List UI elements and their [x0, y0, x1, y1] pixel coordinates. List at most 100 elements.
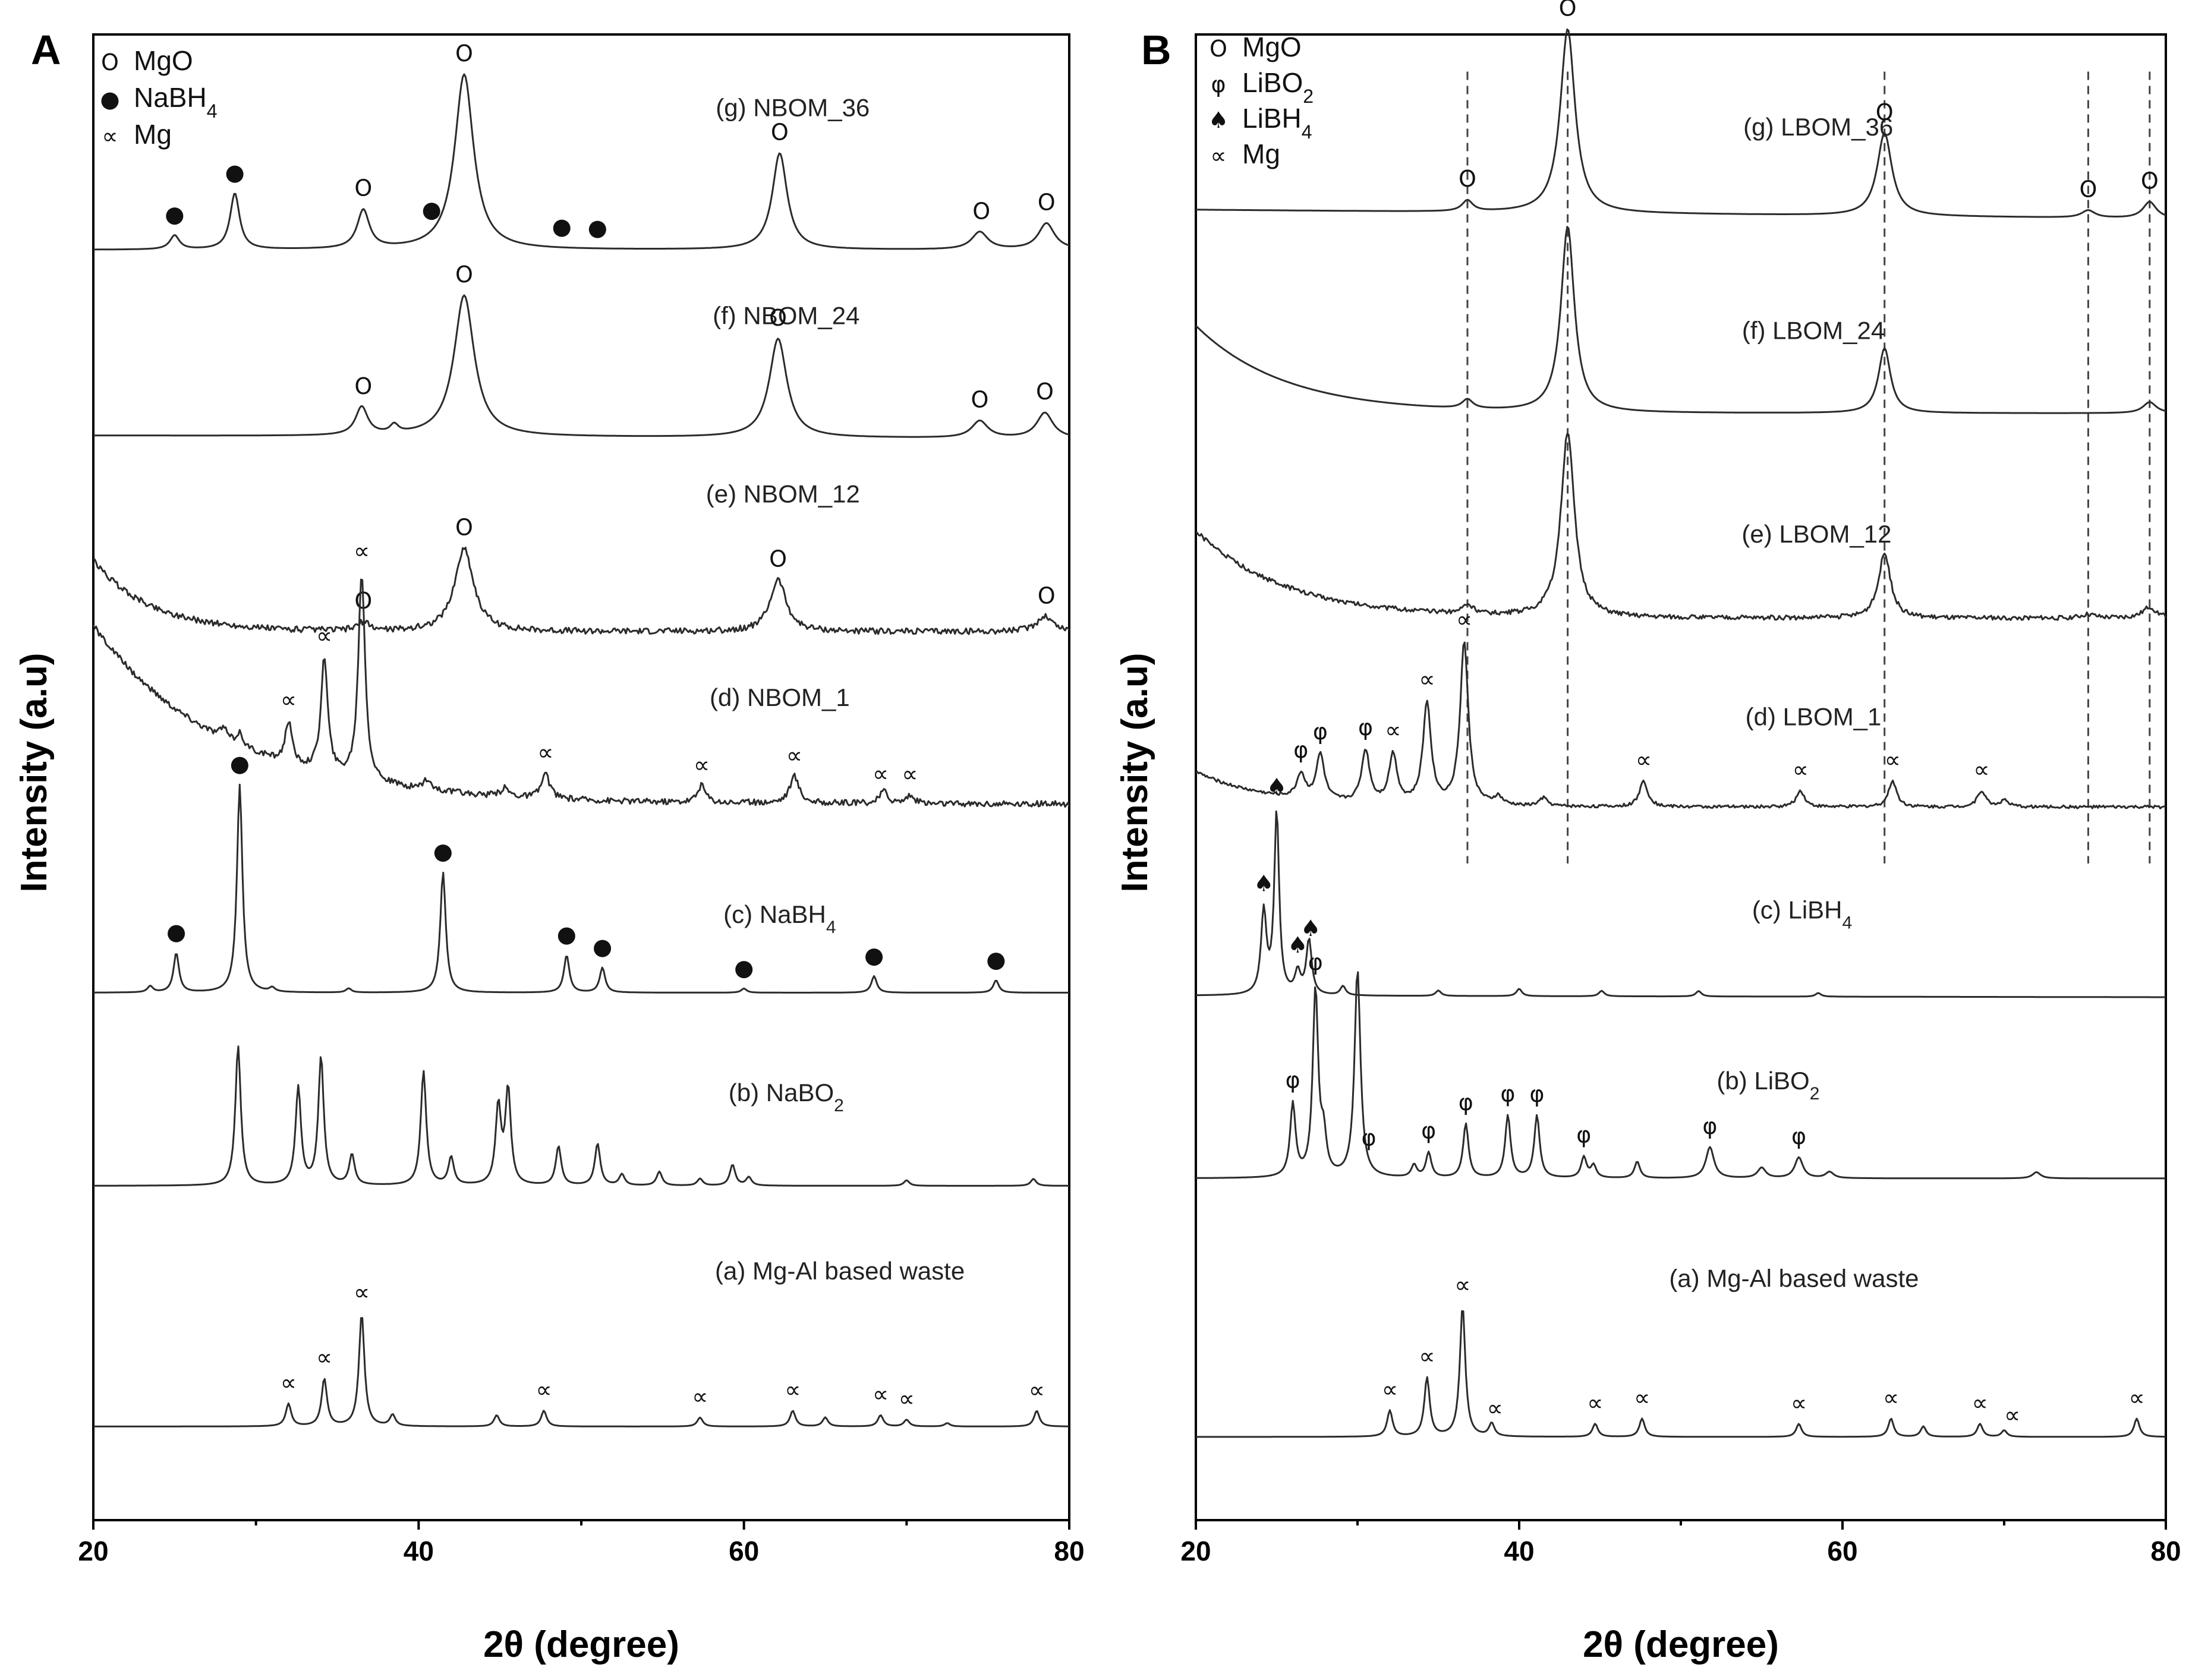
panel-b-libo2-phase-marker: φ [1358, 714, 1373, 740]
panel-b-libo2-phase-marker: φ [1576, 1122, 1591, 1148]
panel-a-mg-phase-marker: ∝ [354, 538, 370, 564]
panel-b-libo2-phase-marker: φ [1308, 949, 1323, 975]
panel-b-mg-phase-marker: ∝ [1419, 666, 1435, 692]
panel-a-trace-label: (b) NaBO2 [729, 1079, 844, 1115]
panel-b-trace-label: (f) LBOM_24 [1742, 317, 1885, 345]
panel-a-nabh4-phase-marker: ● [165, 201, 184, 227]
panel-b-xrd-trace [1195, 226, 2166, 414]
panel-a-y-axis-title: Intensity (a.u) [14, 653, 55, 892]
panel-b-xrd-trace [1196, 1310, 2166, 1438]
panel-a-x-tick-label: 80 [1054, 1536, 1084, 1566]
panel-b-mgo-phase-marker: O [2141, 168, 2159, 194]
panel-b-libo2-phase-marker: φ [1459, 1089, 1473, 1115]
panel-a-mg-phase-marker: ∝ [316, 623, 332, 649]
panel-b-mg-phase-marker: ∝ [1587, 1390, 1603, 1416]
panel-b-libo2-phase-marker: φ [1313, 718, 1328, 745]
panel-a-mg-phase-marker: ∝ [899, 1386, 915, 1412]
panel-a-trace-label: (d) NBOM_1 [710, 683, 850, 711]
panel-a-nabh4-phase-marker: ● [986, 946, 1006, 972]
panel-b-legend-mgo-symbol: O [1210, 36, 1227, 62]
panel-b-trace-label: (b) LiBO2 [1716, 1067, 1819, 1104]
panel-b-libh4-phase-marker: ♠ [1287, 932, 1308, 958]
panel-b-mg-phase-marker: ∝ [1636, 746, 1652, 773]
panel-a-mg-phase-marker: ∝ [281, 686, 297, 713]
panel-b-trace-label: (e) LBOM_12 [1741, 520, 1891, 548]
panel-a-mg-phase-marker: ∝ [873, 761, 889, 787]
panel-a-xrd-trace [93, 294, 1070, 438]
panel-a-mgo-phase-marker: O [769, 546, 787, 572]
panel-a-legend-mgo-label: MgO [134, 45, 193, 76]
panel-a-trace-label: (g) NBOM_36 [716, 94, 870, 122]
panel-b-mg-phase-marker: ∝ [2128, 1385, 2144, 1411]
panel-b-mg-phase-marker: ∝ [1385, 717, 1401, 743]
panel-b-libo2-phase-marker: φ [1293, 737, 1308, 763]
panel-a-xrd-trace [93, 547, 1070, 635]
panel-a-xrd-trace [93, 1045, 1069, 1187]
panel-a-nabh4-phase-marker: ● [734, 954, 754, 981]
panel-a-trace-label: (a) Mg-Al based waste [715, 1257, 965, 1285]
panel-a-nabh4-phase-marker: ● [422, 196, 442, 222]
panel-a-mgo-phase-marker: O [1038, 189, 1056, 215]
panel-b-libo2-phase-marker: φ [1421, 1118, 1436, 1144]
panel-a-trace-label: (c) NaBH4 [723, 900, 836, 937]
panel-a-mg-phase-marker: ∝ [786, 742, 802, 768]
panel-a-legend-mg-label: Mg [134, 119, 172, 150]
panel-b-plot-frame [1195, 33, 2167, 1521]
panel-a-mgo-phase-marker: O [769, 305, 787, 331]
panel-a-nabh4-phase-marker: ● [552, 213, 572, 239]
panel-a-legend-nabh4-symbol: ● [100, 86, 119, 112]
panel-a-mg-phase-marker: ∝ [316, 1344, 332, 1370]
panel-b-libo2-phase-marker: φ [1286, 1067, 1300, 1093]
panel-b-libh4-phase-marker: ♠ [1267, 773, 1287, 799]
panel-b-legend-mg-symbol: ∝ [1210, 143, 1226, 169]
panel-b-legend-libo2-symbol: φ [1211, 71, 1226, 97]
panel-a-xrd-trace [93, 1317, 1069, 1427]
panel-b-xrd-trace [1196, 28, 2166, 218]
panel-b-legend-libo2-label: LiBO2 [1242, 67, 1314, 107]
panel-a-series-group: 20 40 60 80(g) NBOM_36●●O●O● ●OO O(f) NBOM_24… [78, 40, 1084, 1566]
panel-b-libh4-phase-marker: ♠ [1300, 915, 1321, 941]
panel-b-x-tick-label: 20 [1180, 1536, 1211, 1566]
panel-b-legend-mg-label: Mg [1242, 138, 1280, 169]
panel-a-legend-mgo-symbol: O [101, 49, 119, 75]
panel-b-trace-label: (d) LBOM_1 [1746, 703, 1882, 731]
panel-a-x-tick-label: 20 [78, 1536, 108, 1566]
panel-a-mgo-phase-marker: O [971, 387, 989, 413]
panel-b-mg-phase-marker: ∝ [1793, 757, 1809, 783]
panel-a-xrd-trace [92, 578, 1070, 808]
panel-a-nabh4-phase-marker: ● [225, 159, 245, 185]
panel-b-mg-phase-marker: ∝ [1454, 1272, 1470, 1298]
panel-a-mgo-phase-marker: O [455, 515, 473, 541]
panel-a-mg-phase-marker: ∝ [1029, 1377, 1045, 1403]
panel-a-mgo-phase-marker: O [972, 198, 990, 224]
panel-b-x-tick-label: 40 [1504, 1536, 1534, 1566]
panel-a-mg-phase-marker: ∝ [281, 1369, 297, 1395]
panel-a-xrd-trace [93, 73, 1070, 251]
panel-b-mg-phase-marker: ∝ [1419, 1343, 1435, 1369]
panel-a-mg-phase-marker: ∝ [354, 1279, 370, 1306]
panel-a-mg-phase-marker: ∝ [873, 1381, 889, 1407]
panel-a-nabh4-phase-marker: ● [433, 838, 453, 864]
plot-content: 20 40 60 80(g) NBOM_36●●O●O● ●OO O(f) NBOM_24… [78, 0, 2181, 1566]
panel-b-legend-mgo-label: MgO [1242, 31, 1302, 62]
panel-b-mgo-phase-marker: O [1876, 99, 1894, 125]
panel-b-libo2-phase-marker: φ [1362, 1124, 1377, 1151]
panel-a-x-tick-label: 40 [404, 1536, 434, 1566]
panel-a-nabh4-phase-marker: ● [230, 751, 250, 777]
panel-b-xrd-trace [1195, 971, 2166, 1180]
panel-a-trace-label: (e) NBOM_12 [706, 480, 860, 508]
panel-a-plot-frame [92, 33, 1070, 1521]
panel-a-mgo-phase-marker: O [354, 175, 372, 201]
panel-a-legend-nabh4-label: NaBH4 [134, 82, 218, 122]
panel-a-mgo-phase-marker: O [354, 373, 372, 399]
panel-b-mg-phase-marker: ∝ [1487, 1395, 1503, 1421]
panel-b-x-tick-label: 80 [2150, 1536, 2181, 1566]
panel-b-xrd-trace [1195, 641, 2166, 809]
panel-b-trace-label: (a) Mg-Al based waste [1669, 1265, 1919, 1293]
panel-a-mgo-phase-marker: O [1036, 379, 1054, 405]
panel-a-mg-phase-marker: ∝ [692, 1383, 708, 1410]
panel-a-letter: A [31, 27, 61, 73]
panel-b-mg-phase-marker: ∝ [1791, 1390, 1807, 1416]
